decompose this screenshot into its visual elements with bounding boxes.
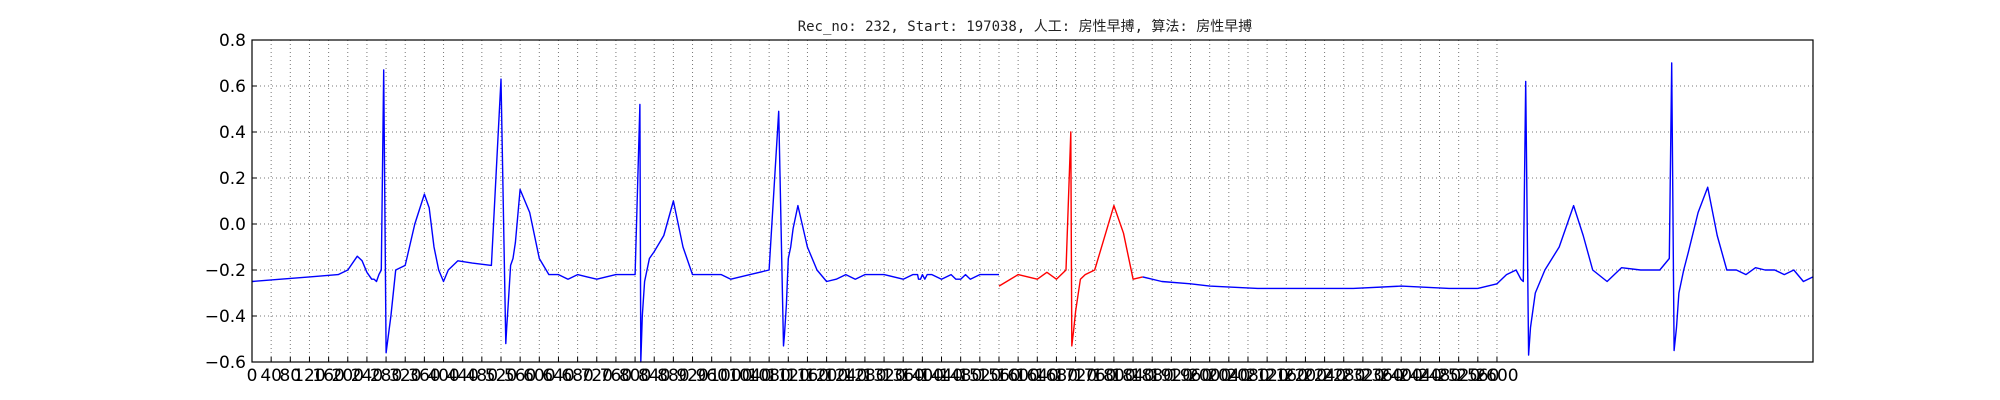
x-tick-label: 200	[332, 366, 364, 386]
x-tick-label: 2600	[1475, 366, 1518, 386]
x-tick-label: 920	[676, 366, 708, 386]
x-tick-label: 1800	[1092, 366, 1135, 386]
x-tick-label: 2480	[1418, 366, 1461, 386]
x-tick-label: 1760	[1073, 366, 1116, 386]
x-tick-label: 640	[542, 366, 574, 386]
x-tick-label: 1120	[767, 366, 810, 386]
x-tick-label: 2400	[1380, 366, 1423, 386]
x-tick-label: 1480	[939, 366, 982, 386]
series-lines	[251, 62, 1814, 363]
series-line-2	[998, 131, 1143, 347]
x-tick-label: 280	[370, 366, 402, 386]
x-tick-label: 2320	[1341, 366, 1384, 386]
x-tick-label: 360	[408, 366, 440, 386]
x-tick-label: 880	[657, 366, 689, 386]
plot-frame	[251, 39, 1814, 363]
x-tick-label: 2560	[1456, 366, 1499, 386]
y-tick-label: 0.2	[219, 169, 246, 189]
y-tick-label: 0.8	[219, 31, 246, 51]
x-tick-label: 1880	[1131, 366, 1174, 386]
x-tick-label: 1680	[1035, 366, 1078, 386]
series-line-1	[251, 69, 999, 363]
x-tick-label: 480	[466, 366, 498, 386]
x-tick-label: 760	[600, 366, 632, 386]
chart-title: Rec_no: 232, Start: 197038, 人工: 房性早搏, 算法…	[798, 18, 1253, 35]
grid	[252, 40, 1813, 362]
x-tick-label: 840	[638, 366, 670, 386]
y-tick-label: −0.2	[205, 261, 246, 281]
x-tick-label: 800	[619, 366, 651, 386]
x-tick-label: 2520	[1437, 366, 1480, 386]
x-tick-label: 120	[293, 366, 325, 386]
series-line-3	[1142, 62, 1814, 356]
y-tick-label: −0.4	[205, 307, 246, 327]
x-tick-label: 1000	[709, 366, 752, 386]
x-tick-label: 2120	[1245, 366, 1288, 386]
x-tick-label: 1600	[997, 366, 1040, 386]
x-tick-label: 2360	[1360, 366, 1403, 386]
x-tick-label: 2040	[1207, 366, 1250, 386]
x-tick-label: 960	[695, 366, 727, 386]
x-tick-label: 1720	[1054, 366, 1097, 386]
x-tick-label: 1320	[862, 366, 905, 386]
x-tick-label: 560	[504, 366, 536, 386]
x-tick-label: 520	[485, 366, 517, 386]
x-tick-label: 80	[279, 366, 301, 386]
x-tick-label: 1840	[1111, 366, 1154, 386]
x-tick-label: 1520	[958, 366, 1001, 386]
x-tick-label: 1200	[805, 366, 848, 386]
y-tick-label: −0.6	[205, 353, 246, 373]
y-tick-label: 0.4	[219, 123, 246, 143]
x-tick-label: 400	[427, 366, 459, 386]
x-tick-label: 2200	[1284, 366, 1327, 386]
x-tick-label: 1240	[824, 366, 867, 386]
x-tick-label: 160	[312, 366, 344, 386]
x-tick-label: 1920	[1150, 366, 1193, 386]
x-tick-label: 240	[351, 366, 383, 386]
x-tick-label: 1040	[728, 366, 771, 386]
x-tick-label: 1440	[920, 366, 963, 386]
x-tick-label: 1960	[1169, 366, 1212, 386]
x-tick-label: 320	[389, 366, 421, 386]
x-axis-ticks: 0 408012016020024028032036040044048052056…	[247, 357, 1519, 386]
y-axis-ticks: −0.6 −0.4 −0.2 0.0 0.2 0.4 0.6 0.8	[205, 31, 257, 373]
x-tick-label: 680	[561, 366, 593, 386]
x-tick-label: 1280	[843, 366, 886, 386]
x-tick-label: 1560	[977, 366, 1020, 386]
x-tick-label: 440	[446, 366, 478, 386]
x-tick-label: 1160	[786, 366, 829, 386]
x-tick-label: 1080	[748, 366, 791, 386]
x-tick-label: 2000	[1188, 366, 1231, 386]
y-tick-label: 0.6	[219, 77, 246, 97]
x-tick-label: 2440	[1399, 366, 1442, 386]
x-tick-label: 720	[581, 366, 613, 386]
y-tick-label: 0.0	[219, 215, 246, 235]
x-tick-label: 1400	[901, 366, 944, 386]
x-tick-label: 600	[523, 366, 555, 386]
x-tick-label: 0	[247, 366, 258, 386]
x-tick-label: 1640	[1016, 366, 1059, 386]
x-tick-label: 2080	[1226, 366, 1269, 386]
x-tick-label: 2160	[1265, 366, 1308, 386]
x-tick-label: 1360	[882, 366, 925, 386]
x-tick-label: 2280	[1322, 366, 1365, 386]
x-tick-label: 40	[260, 366, 282, 386]
x-tick-label: 2240	[1303, 366, 1346, 386]
